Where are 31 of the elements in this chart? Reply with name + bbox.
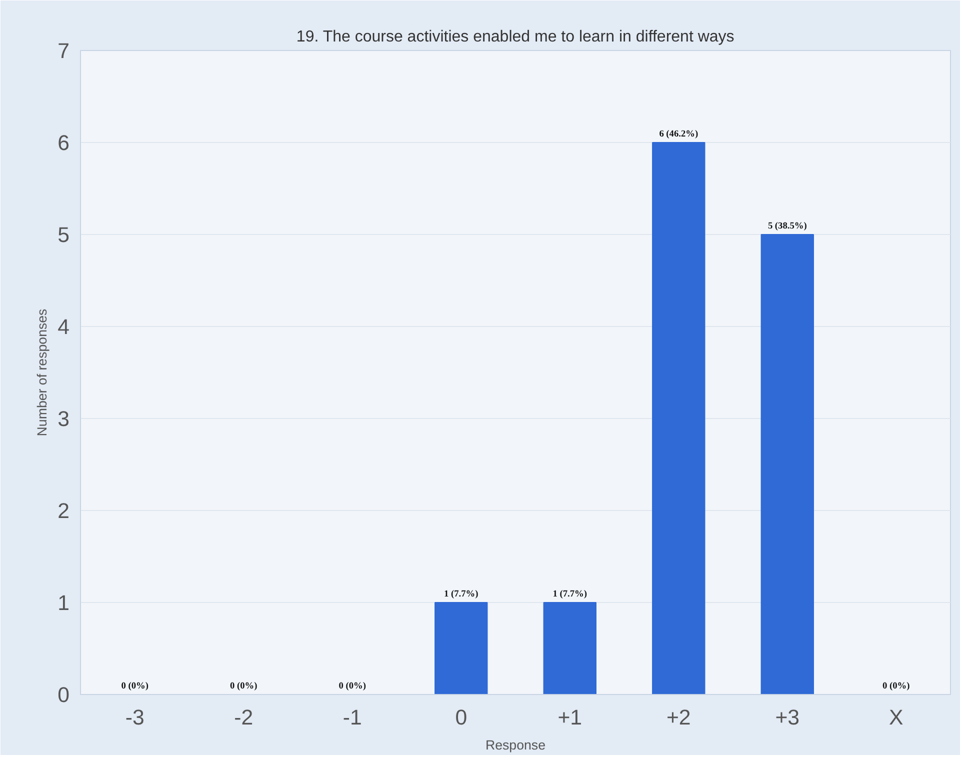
data-label: 5 (38.5%): [768, 222, 807, 232]
x-tick-label: -1: [342, 706, 362, 730]
x-tick-label: +2: [666, 706, 691, 730]
y-axis-title: Number of responses: [34, 308, 50, 436]
chart-title: 19. The course activities enabled me to learn in different ways: [296, 28, 734, 46]
bar: [652, 142, 706, 694]
x-axis-title: Response: [485, 738, 546, 752]
data-label: 0 (0%): [338, 682, 366, 692]
y-tick-label: 7: [58, 39, 70, 63]
y-tick-label: 1: [58, 591, 70, 615]
y-tick-label: 5: [58, 223, 70, 247]
x-tick-label: +3: [775, 706, 800, 730]
data-label: 0 (0%): [230, 682, 258, 692]
data-label: 0 (0%): [882, 682, 910, 692]
x-tick-label: X: [889, 706, 904, 730]
data-label: 1 (7.7%): [444, 590, 478, 600]
data-label: 1 (7.7%): [552, 590, 587, 600]
y-tick-label: 4: [58, 315, 70, 339]
y-tick-label: 3: [58, 407, 70, 431]
bar: [543, 602, 596, 694]
x-tick-label: 0: [455, 706, 468, 730]
x-tick-label: -2: [234, 706, 254, 730]
data-label: 0 (0%): [121, 682, 148, 692]
y-tick-label: 0: [58, 683, 70, 707]
data-label: 6 (46.2%): [659, 130, 698, 140]
x-tick-label: -3: [125, 706, 144, 730]
y-tick-label: 6: [58, 131, 70, 155]
y-tick-label: 2: [58, 499, 70, 523]
x-tick-label: +1: [558, 706, 582, 730]
bar: [434, 602, 488, 694]
bar: [760, 234, 814, 694]
